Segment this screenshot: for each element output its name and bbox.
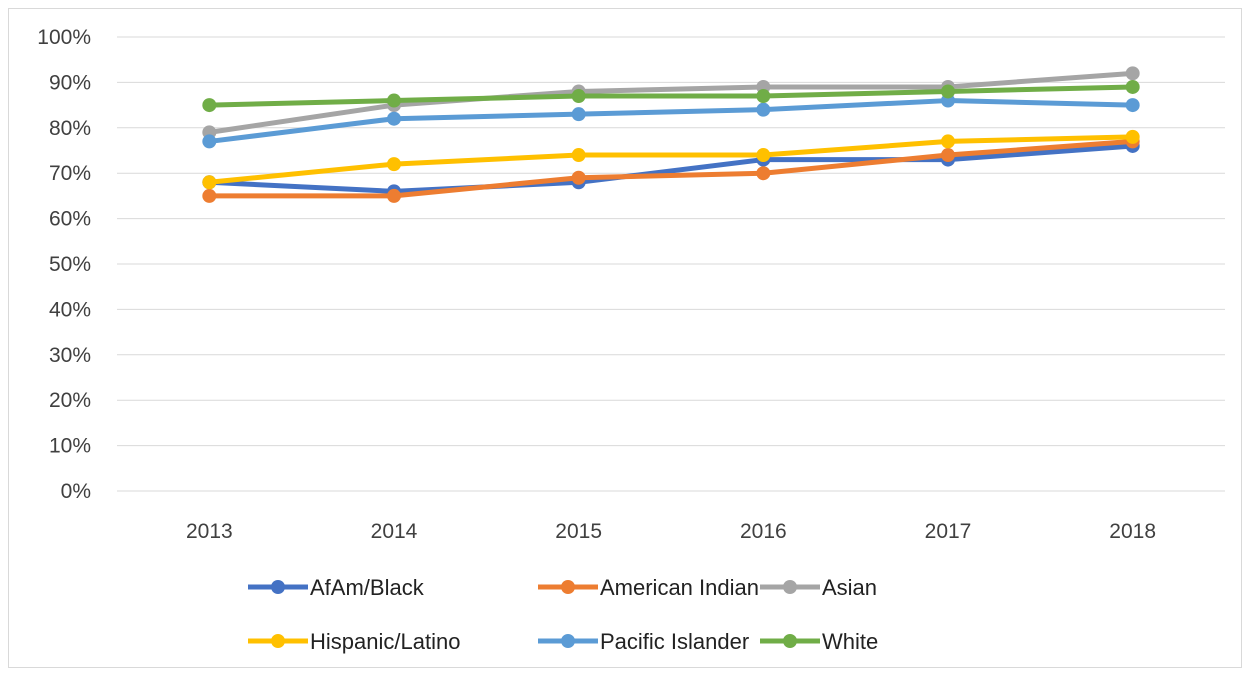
chart-frame <box>8 8 1242 668</box>
data-point <box>756 89 771 104</box>
legend-label: American Indian <box>600 575 759 600</box>
y-tick-label: 40% <box>49 298 91 321</box>
data-point <box>1125 66 1140 81</box>
legend-item: Hispanic/Latino <box>248 629 460 654</box>
y-tick-label: 70% <box>49 162 91 185</box>
y-tick-label: 60% <box>49 208 91 231</box>
legend-item: Asian <box>760 575 877 600</box>
series-line <box>206 70 1136 135</box>
legend-item: White <box>760 629 878 654</box>
legend: AfAm/Black American Indian Asian Hispanic/L… <box>248 575 878 654</box>
data-point <box>1125 129 1140 144</box>
y-axis: 0% 10% 20% 30% 40% 50% 60% 70% 80% 90% 100% <box>37 26 91 503</box>
legend-marker <box>783 580 797 594</box>
series-line <box>206 138 1136 199</box>
x-tick-label: 2013 <box>186 520 233 543</box>
data-point <box>387 188 401 203</box>
data-point <box>571 89 586 104</box>
legend-item: Pacific Islander <box>538 629 749 654</box>
legend-marker <box>271 580 285 594</box>
data-point <box>941 134 955 149</box>
y-tick-label: 0% <box>61 480 91 503</box>
data-point <box>202 175 217 190</box>
data-point <box>571 107 586 122</box>
legend-label: Pacific Islander <box>600 629 749 654</box>
data-point <box>1125 98 1140 113</box>
x-tick-label: 2014 <box>371 520 418 543</box>
series-line <box>206 134 1136 185</box>
y-tick-label: 90% <box>49 71 91 94</box>
data-point <box>1125 79 1140 94</box>
data-point <box>941 84 955 99</box>
data-point <box>941 148 955 163</box>
x-tick-label: 2018 <box>1109 520 1156 543</box>
x-tick-label: 2015 <box>555 520 602 543</box>
legend-label: AfAm/Black <box>310 575 425 600</box>
legend-item: AfAm/Black <box>248 575 425 600</box>
data-point <box>387 93 401 108</box>
data-point <box>756 148 771 163</box>
series-white <box>202 79 1140 113</box>
data-point <box>202 188 217 203</box>
series-layer <box>202 66 1140 203</box>
y-tick-label: 100% <box>37 26 91 49</box>
y-tick-label: 50% <box>49 253 91 276</box>
x-tick-label: 2017 <box>925 520 972 543</box>
data-point <box>387 157 401 172</box>
series-hispanic-latino <box>202 129 1140 190</box>
legend-label: Asian <box>822 575 877 600</box>
legend-marker <box>783 634 797 648</box>
series-line <box>206 84 1136 108</box>
series-line <box>206 98 1136 144</box>
legend-marker <box>561 634 575 648</box>
data-point <box>571 170 586 185</box>
legend-label: White <box>822 629 878 654</box>
data-point <box>202 134 217 149</box>
series-line <box>206 143 1136 194</box>
y-tick-label: 30% <box>49 344 91 367</box>
data-point <box>571 148 586 163</box>
y-tick-label: 20% <box>49 389 91 412</box>
y-tick-label: 80% <box>49 117 91 140</box>
data-point <box>756 102 771 117</box>
series-pacific-islander <box>202 93 1140 149</box>
data-point <box>387 111 401 126</box>
data-point <box>202 98 217 113</box>
data-point <box>756 166 771 181</box>
y-tick-label: 10% <box>49 435 91 458</box>
x-axis: 2013 2014 2015 2016 2017 2018 <box>186 520 1156 543</box>
x-tick-label: 2016 <box>740 520 787 543</box>
legend-label: Hispanic/Latino <box>310 629 460 654</box>
legend-marker <box>271 634 285 648</box>
legend-marker <box>561 580 575 594</box>
legend-item: American Indian <box>538 575 759 600</box>
